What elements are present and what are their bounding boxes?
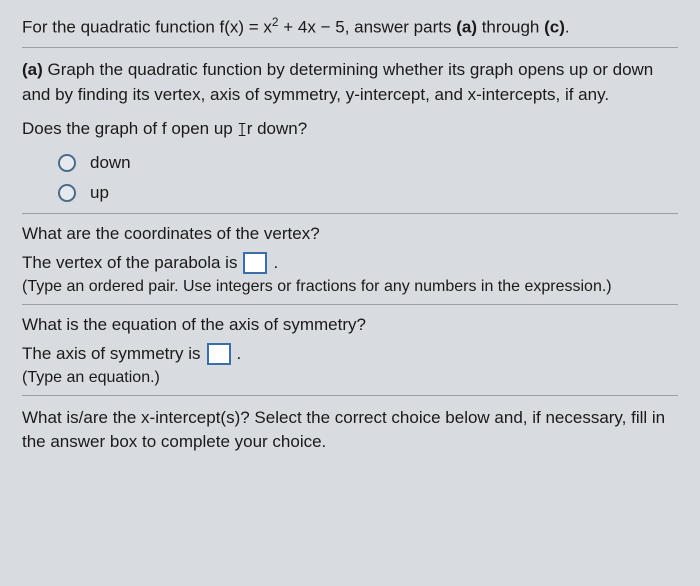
separator-3 (22, 304, 678, 305)
text-cursor-icon: ꕯ (238, 120, 247, 141)
worksheet-page: For the quadratic function f(x) = x2 + 4… (0, 0, 700, 586)
q2-answer-suffix: . (273, 253, 278, 273)
q2-answer-line: The vertex of the parabola is . (22, 252, 678, 274)
q1-after: r down? (247, 119, 307, 138)
option-up-label: up (90, 183, 109, 203)
q3-answer-prefix: The axis of symmetry is (22, 344, 201, 364)
intro-prefix: For the quadratic function f(x) = x (22, 18, 272, 37)
intro-mid: + 4x − 5, answer parts (279, 18, 457, 37)
vertex-input[interactable] (243, 252, 267, 274)
q1-prompt: Does the graph of f open up ꕯr down? (22, 118, 678, 139)
option-down-label: down (90, 153, 131, 173)
separator-2 (22, 213, 678, 214)
separator-1 (22, 47, 678, 48)
q4-text: What is/are the x-intercept(s)? Select t… (22, 406, 678, 455)
part-a-text: (a) Graph the quadratic function by dete… (22, 58, 678, 107)
q2-answer-prefix: The vertex of the parabola is (22, 253, 237, 273)
intro-pa: (a) (456, 18, 477, 37)
option-down[interactable]: down (58, 153, 678, 173)
q3-answer-suffix: . (237, 344, 242, 364)
part-a-body: Graph the quadratic function by determin… (22, 60, 653, 104)
intro-end: . (565, 18, 570, 37)
intro-pc: (c) (544, 18, 565, 37)
intro-through: through (477, 18, 544, 37)
intro-exponent: 2 (272, 15, 279, 29)
axis-input[interactable] (207, 343, 231, 365)
radio-icon[interactable] (58, 184, 76, 202)
radio-icon[interactable] (58, 154, 76, 172)
q1-before: Does the graph of f open up (22, 119, 238, 138)
separator-4 (22, 395, 678, 396)
q2-prompt: What are the coordinates of the vertex? (22, 224, 678, 244)
part-a-label: (a) (22, 60, 43, 79)
q3-answer-line: The axis of symmetry is . (22, 343, 678, 365)
q1-options: down up (58, 153, 678, 203)
q3-hint: (Type an equation.) (22, 369, 678, 387)
q3-prompt: What is the equation of the axis of symm… (22, 315, 678, 335)
intro-text: For the quadratic function f(x) = x2 + 4… (22, 14, 678, 39)
q2-hint: (Type an ordered pair. Use integers or f… (22, 278, 678, 296)
option-up[interactable]: up (58, 183, 678, 203)
